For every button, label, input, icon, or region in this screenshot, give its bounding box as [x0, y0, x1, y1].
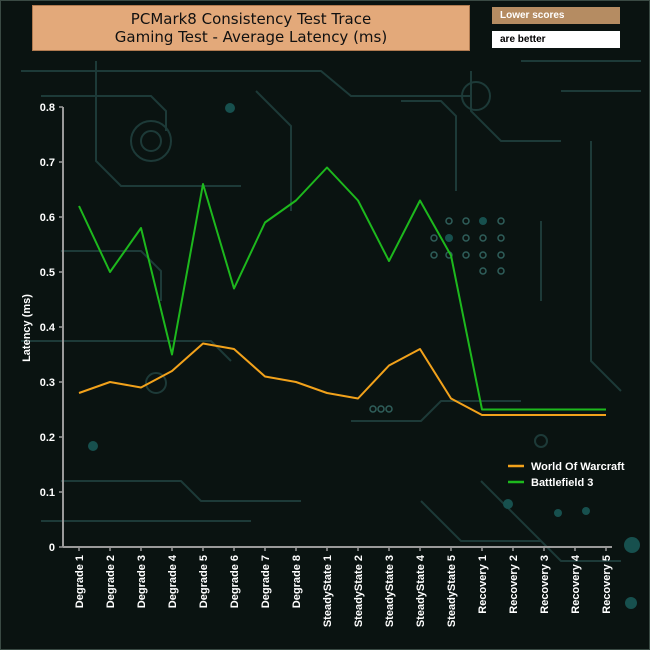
x-tick-labels: Degrade 1 Degrade 2 Degrade 3 Degrade 4 Degr… [74, 554, 613, 627]
y-tick-label: 0.6 [40, 212, 55, 224]
chart-title-box: PCMark8 Consistency Test Trace Gaming Te… [32, 5, 470, 51]
x-tick-label: Degrade 4 [167, 554, 179, 608]
y-tick-label: 0.1 [40, 487, 55, 499]
x-tick-label: Degrade 6 [229, 555, 241, 608]
y-tick-labels: 0 0.1 0.2 0.3 0.4 0.5 0.6 0.7 0.8 [40, 102, 56, 554]
y-tick-label: 0.7 [40, 157, 55, 169]
y-tick-label: 0.5 [40, 267, 55, 279]
x-tick-label: SteadyState 5 [446, 555, 458, 627]
x-tick-label: Recovery 4 [570, 554, 582, 614]
x-tick-label: SteadyState 4 [415, 554, 427, 627]
x-tick-label: Degrade 7 [260, 555, 272, 608]
x-tick-label: Recovery 1 [477, 555, 489, 614]
note-lower-scores: Lower scores [492, 7, 620, 24]
x-tick-label: SteadyState 3 [384, 555, 396, 627]
y-tick-label: 0.2 [40, 432, 55, 444]
x-tick-label: Recovery 5 [601, 555, 613, 614]
y-tick-label: 0.4 [40, 322, 56, 334]
note-are-better: are better [492, 31, 620, 48]
x-tick-label: Recovery 3 [539, 555, 551, 614]
x-tick-label: Degrade 8 [291, 555, 303, 608]
legend-label: World Of Warcraft [531, 461, 625, 473]
legend: World Of Warcraft Battlefield 3 [508, 461, 625, 489]
x-tick-label: Recovery 2 [508, 555, 520, 614]
legend-label: Battlefield 3 [531, 477, 593, 489]
x-tick-label: Degrade 5 [198, 555, 210, 608]
series-lines [78, 166, 606, 416]
x-tick-label: SteadyState 2 [353, 555, 365, 627]
series-line-1 [78, 342, 606, 416]
y-tick-label: 0.3 [40, 377, 55, 389]
x-tick-label: Degrade 3 [136, 555, 148, 608]
y-tick-label: 0.8 [40, 102, 55, 114]
y-tick-label: 0 [49, 542, 55, 554]
x-tick-label: SteadyState 1 [322, 555, 334, 627]
chart-title-line2: Gaming Test - Average Latency (ms) [114, 28, 388, 46]
chart-title-line1: PCMark8 Consistency Test Trace [130, 10, 372, 28]
series-line-2 [78, 166, 606, 411]
x-tick-label: Degrade 2 [105, 555, 117, 608]
y-axis-label: Latency (ms) [21, 294, 33, 362]
chart-axes [59, 106, 612, 551]
x-tick-label: Degrade 1 [74, 555, 86, 608]
